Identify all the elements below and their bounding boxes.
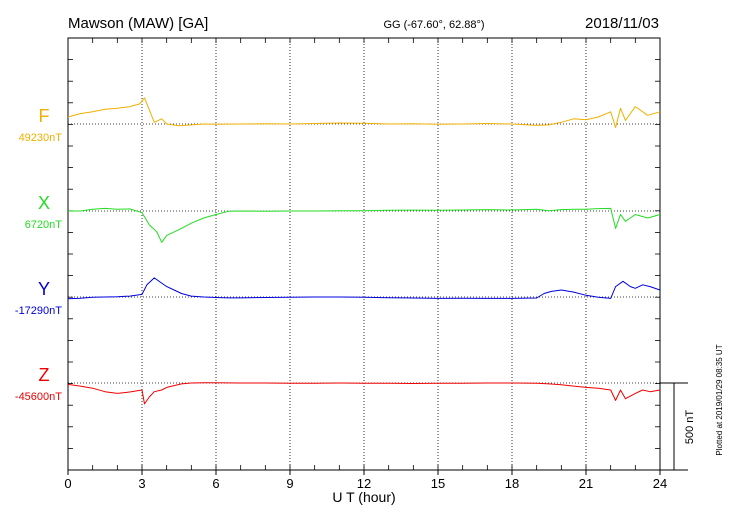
axis-ticks: 0 3 6 9 12 15 18 21 24 (64, 38, 667, 491)
baseline-value-f: 49230nT (19, 132, 63, 144)
x-tick-label: 0 (64, 476, 71, 491)
x-tick-label: 24 (653, 476, 667, 491)
component-name-f: F (39, 106, 50, 126)
x-tick-label: 6 (212, 476, 219, 491)
series-group (67, 97, 661, 405)
series-line-z (67, 382, 661, 405)
grid-lines (141, 38, 587, 470)
series-line-x (68, 207, 661, 243)
component-name-y: Y (38, 279, 50, 299)
x-axis-label: U T (hour) (332, 489, 395, 505)
baseline-value-z: -45600nT (15, 391, 62, 403)
x-tick-label: 18 (505, 476, 519, 491)
baseline-value-y: -17290nT (15, 305, 62, 317)
series-line-f (67, 97, 661, 128)
date-label: 2018/11/03 (585, 15, 659, 32)
component-name-z: Z (39, 365, 50, 385)
x-tick-label: 9 (286, 476, 293, 491)
component-labels: F 49230nT X 6720nT Y -17290nT Z -45600nT (15, 106, 62, 403)
plotted-timestamp: Plotted at 2019/01/29 08:35 UT (715, 344, 724, 455)
scale-bar-label: 500 nT (684, 410, 696, 445)
x-tick-label: 21 (579, 476, 593, 491)
scale-bar: 500 nT (660, 382, 696, 471)
station-title: Mawson (MAW) [GA] (68, 15, 208, 32)
x-tick-label: 12 (357, 476, 371, 491)
x-tick-label: 3 (138, 476, 145, 491)
series-line-y (67, 277, 661, 300)
baseline-value-x: 6720nT (25, 219, 63, 231)
coordinates-label: GG (-67.60°, 62.88°) (383, 19, 484, 31)
x-tick-label: 15 (431, 476, 445, 491)
component-name-x: X (38, 193, 50, 213)
